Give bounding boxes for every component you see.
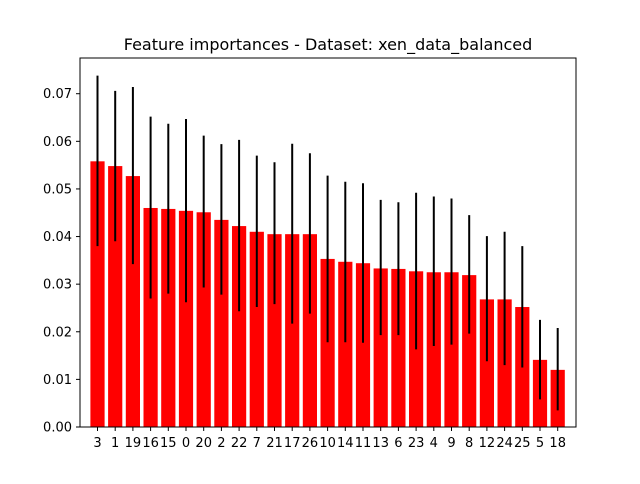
x-tick-label: 9	[447, 436, 455, 451]
bar-15	[161, 208, 176, 427]
x-tick-label: 22	[231, 436, 248, 451]
x-tick-label: 19	[125, 436, 142, 451]
x-tick-label: 0	[182, 436, 190, 451]
bar-12	[479, 299, 494, 427]
bars-group	[90, 161, 565, 427]
bar-3	[90, 161, 105, 427]
y-tick-label: 0.07	[43, 87, 72, 102]
x-tick-label: 13	[372, 436, 389, 451]
bar-1	[108, 166, 123, 427]
bar-2	[214, 219, 229, 427]
x-tick-label: 11	[355, 436, 372, 451]
x-tick-label: 21	[266, 436, 283, 451]
x-tick-label: 6	[394, 436, 402, 451]
x-tick-label: 3	[93, 436, 101, 451]
bar-11	[355, 263, 371, 427]
bar-0	[178, 210, 194, 427]
x-tick-label: 4	[430, 436, 438, 451]
y-tick-label: 0.02	[43, 325, 72, 340]
x-tick-label: 20	[195, 436, 212, 451]
bar-16	[143, 207, 158, 427]
bar-6	[391, 268, 406, 427]
bar-19	[125, 176, 140, 427]
y-tick-label: 0.04	[43, 230, 72, 245]
y-tick-label: 0.06	[43, 135, 72, 150]
x-tick-label: 1	[111, 436, 119, 451]
x-tick-label: 15	[160, 436, 177, 451]
bar-10	[320, 258, 335, 427]
bar-13	[373, 268, 388, 427]
bar-14	[338, 261, 353, 427]
x-tick-label: 2	[217, 436, 225, 451]
x-axis: 3 1 19 16 15 0 20 2 22 7 21 17 26 10 14 11 13 6 23 4 9 8 12 24 2…	[93, 427, 566, 451]
y-tick-label: 0.01	[43, 373, 72, 388]
bar-20	[196, 212, 211, 427]
y-axis: 0.00 0.01 0.02 0.03 0.04 0.05 0.06 0.07	[43, 87, 80, 436]
plot-frame	[79, 57, 577, 428]
chart-title: Feature importances - Dataset: xen_data_…	[124, 35, 533, 55]
y-tick-label: 0.03	[43, 278, 72, 293]
error-bars-group	[96, 75, 559, 411]
x-tick-label: 5	[536, 436, 544, 451]
x-tick-label: 26	[302, 436, 319, 451]
x-tick-label: 14	[337, 436, 354, 451]
x-tick-label: 7	[253, 436, 261, 451]
y-tick-label: 0.05	[43, 182, 72, 197]
bar-21	[267, 234, 282, 427]
x-tick-label: 23	[408, 436, 425, 451]
x-tick-label: 18	[549, 436, 566, 451]
x-tick-label: 17	[284, 436, 301, 451]
bar-26	[302, 234, 317, 427]
bar-22	[232, 226, 247, 427]
x-tick-label: 16	[142, 436, 159, 451]
bar-4	[426, 272, 441, 427]
x-tick-label: 8	[465, 436, 473, 451]
bar-8	[462, 275, 477, 427]
y-tick-label: 0.00	[43, 421, 72, 436]
bar-9	[444, 272, 459, 427]
bar-7	[249, 231, 264, 427]
x-tick-label: 12	[479, 436, 496, 451]
x-tick-label: 24	[496, 436, 513, 451]
x-tick-label: 10	[319, 436, 336, 451]
bar-17	[285, 234, 300, 427]
x-tick-label: 25	[514, 436, 531, 451]
